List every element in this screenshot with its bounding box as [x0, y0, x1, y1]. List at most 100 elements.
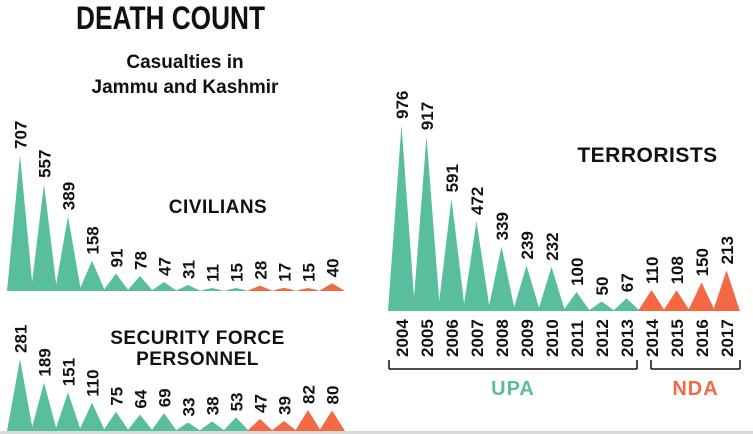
civilians-value-label: 707 [12, 121, 31, 149]
terrorists-value-label: 239 [518, 231, 537, 259]
terrorists-spike [613, 298, 640, 311]
civilians-chart: 707 557 389 158 91 78 47 31 11 15 28 17 15 40 [7, 121, 345, 291]
terrorists-value-label: 150 [693, 248, 712, 276]
page-title: DEATH COUNT [76, 0, 266, 36]
terrorists-chart-title: TERRORISTS [577, 144, 718, 167]
security-force-personnel-spike [151, 413, 177, 431]
civilians-spike [151, 282, 177, 291]
civilians-spike [175, 285, 201, 291]
year-axis-label: 2008 [493, 319, 512, 357]
civilians-value-label: 17 [276, 263, 295, 282]
year-axis-label: 2005 [418, 319, 437, 357]
terrorists-value-label: 110 [643, 257, 662, 284]
civilians-value-label: 28 [252, 261, 271, 280]
year-axis-label: 2013 [618, 319, 637, 357]
civilians-value-label: 158 [84, 226, 103, 254]
year-axis-label: 2017 [718, 319, 737, 357]
terrorists-value-label: 50 [593, 277, 612, 296]
year-axis-label: 2011 [568, 320, 587, 357]
year-axis-label: 2004 [393, 319, 412, 357]
terrorists-value-label: 100 [568, 258, 587, 286]
civilians-spike [103, 273, 129, 291]
terrorists-spike [538, 266, 565, 311]
terrorists-spike [588, 301, 615, 311]
civilians-spike [199, 288, 225, 291]
terrorists-spike [513, 265, 540, 311]
security-force-personnel-value-label: 82 [300, 385, 319, 404]
terrorists-spike [713, 270, 740, 311]
terrorists-spike [438, 198, 465, 311]
civilians-spike [223, 288, 249, 291]
civilians-value-label: 47 [156, 257, 175, 276]
terrorists-spike [463, 221, 490, 311]
security-force-personnel-value-label: 151 [60, 358, 79, 386]
year-axis-label: 2007 [468, 319, 487, 357]
civilians-spike [127, 276, 153, 291]
security-force-personnel-value-label: 281 [12, 325, 31, 353]
terrorists-value-label: 232 [543, 232, 562, 260]
security-force-personnel-spike [7, 359, 33, 431]
civilians-spike [295, 288, 321, 291]
civilians-value-label: 31 [180, 260, 199, 279]
terrorists-chart: 976 2004 917 2005 591 2006 472 2007 339 2008 239 20… [388, 91, 741, 400]
security-force-personnel-spike [55, 392, 81, 431]
nda-axis-bracket [650, 360, 741, 370]
civilians-value-label: 15 [228, 263, 247, 282]
nda-era-label: NDA [672, 378, 718, 400]
terrorists-spike [663, 290, 690, 311]
terrorists-value-label: 108 [668, 256, 687, 284]
year-axis-label: 2016 [693, 319, 712, 357]
security-force-personnel-value-label: 69 [156, 388, 175, 407]
chart-subtitle: Casualties in Jammu and Kashmir [91, 52, 279, 99]
civilians-spike [55, 216, 81, 291]
terrorists-spike [688, 282, 715, 311]
terrorists-spike [638, 290, 665, 311]
security-force-personnel-spike [127, 414, 153, 431]
security-force-personnel-value-label: 80 [324, 386, 343, 405]
security-force-personnel-spike [247, 419, 273, 431]
security-force-personnel-value-label: 64 [132, 389, 151, 408]
civilians-chart-title: CIVILIANS [168, 197, 268, 218]
civilians-spike [271, 287, 297, 291]
upa-era-label: UPA [491, 378, 535, 400]
civilians-value-label: 91 [108, 249, 127, 268]
civilians-spike [319, 283, 345, 291]
terrorists-value-label: 591 [443, 164, 462, 192]
terrorists-value-label: 976 [393, 91, 412, 119]
terrorists-value-label: 339 [493, 212, 512, 240]
terrorists-spike [388, 125, 415, 311]
civilians-value-label: 11 [204, 264, 223, 282]
terrorists-value-label: 213 [718, 236, 737, 264]
terrorists-value-label: 67 [618, 273, 637, 292]
security-force-personnel-value-label: 38 [204, 396, 223, 415]
civilians-value-label: 40 [324, 258, 343, 277]
security-force-personnel-value-label: 39 [276, 396, 295, 415]
security-force-personnel-value-label: 47 [252, 394, 271, 413]
upa-axis-bracket [388, 360, 638, 370]
year-axis-label: 2012 [593, 319, 612, 357]
security-chart-title: SECURITY FORCE PERSONNEL [110, 328, 285, 370]
civilians-spike [7, 155, 33, 291]
year-axis-label: 2006 [443, 319, 462, 357]
civilians-spike [31, 183, 57, 291]
civilians-spike [79, 260, 105, 291]
security-force-personnel-chart: 281 189 151 110 75 64 69 33 38 53 47 39 82 80 [7, 325, 345, 431]
security-force-personnel-spike [175, 422, 201, 431]
security-force-personnel-spike [223, 417, 249, 431]
security-force-personnel-spike [271, 421, 297, 431]
security-force-personnel-spike [31, 382, 57, 431]
civilians-value-label: 389 [60, 182, 79, 210]
security-force-personnel-value-label: 33 [180, 398, 199, 417]
security-force-personnel-value-label: 110 [84, 369, 103, 396]
security-force-personnel-spike [319, 410, 345, 431]
year-axis-label: 2010 [543, 319, 562, 357]
year-axis-label: 2014 [643, 319, 662, 357]
civilians-value-label: 78 [132, 251, 151, 270]
terrorists-value-label: 917 [418, 102, 437, 130]
terrorists-spike [413, 136, 440, 311]
terrorists-spike [488, 246, 515, 311]
terrorists-spike [563, 291, 590, 311]
security-force-personnel-value-label: 189 [36, 348, 55, 376]
security-force-personnel-value-label: 75 [108, 387, 127, 406]
